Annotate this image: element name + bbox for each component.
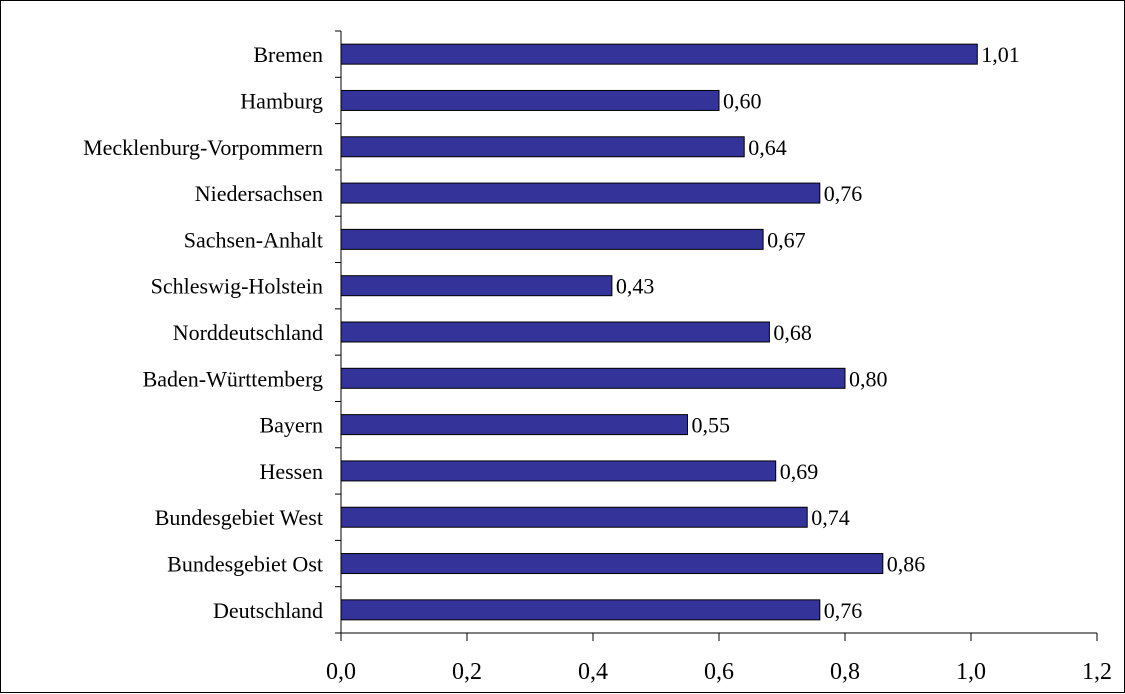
data-label: 0,76 bbox=[824, 181, 863, 206]
bar bbox=[340, 228, 764, 250]
x-tick-label: 0,4 bbox=[578, 659, 608, 685]
x-tick-label: 0,2 bbox=[452, 659, 482, 685]
labels-layer: 1,01 Bremen 0,60 Hamburg 0,64 Mecklenburg-Vor… bbox=[83, 42, 1020, 623]
data-label: 0,64 bbox=[748, 135, 787, 160]
category-label: Niedersachsen bbox=[195, 181, 323, 206]
data-label: 0,74 bbox=[811, 505, 850, 530]
bars-layer bbox=[340, 43, 978, 621]
category-label: Bundesgebiet West bbox=[155, 505, 323, 530]
bar bbox=[340, 321, 770, 343]
data-label: 0,43 bbox=[616, 274, 655, 299]
bar bbox=[340, 43, 978, 65]
x-tick-label: 1,2 bbox=[1082, 659, 1112, 685]
data-label: 0,69 bbox=[780, 459, 819, 484]
bar bbox=[340, 553, 884, 575]
bar bbox=[340, 275, 613, 297]
category-label: Norddeutschland bbox=[173, 320, 323, 345]
category-label: Hessen bbox=[259, 459, 323, 484]
bar bbox=[340, 599, 821, 621]
bar bbox=[340, 460, 777, 482]
bar bbox=[340, 506, 808, 528]
bar bbox=[340, 136, 745, 158]
x-tick-label: 1,0 bbox=[956, 659, 986, 685]
data-label: 0,67 bbox=[767, 227, 806, 252]
bar bbox=[340, 89, 720, 111]
data-label: 1,01 bbox=[981, 42, 1020, 67]
data-label: 0,68 bbox=[773, 320, 812, 345]
x-tick-label: 0,0 bbox=[326, 659, 356, 685]
category-label: Schleswig-Holstein bbox=[151, 274, 323, 299]
data-label: 0,60 bbox=[723, 88, 762, 113]
x-tick-label: 0,6 bbox=[704, 659, 734, 685]
x-tick-label: 0,8 bbox=[830, 659, 860, 685]
bar bbox=[340, 414, 688, 436]
data-label: 0,86 bbox=[887, 552, 926, 577]
data-label: 0,76 bbox=[824, 598, 863, 623]
data-label: 0,80 bbox=[849, 366, 888, 391]
axes-layer: 0,0 0,2 0,4 0,6 0,8 1,0 1,2 bbox=[326, 30, 1112, 685]
bar bbox=[340, 182, 821, 204]
bar bbox=[340, 367, 846, 389]
data-label: 0,55 bbox=[692, 413, 731, 438]
category-label: Deutschland bbox=[213, 598, 323, 623]
category-label: Hamburg bbox=[240, 88, 323, 113]
category-label: Bayern bbox=[259, 413, 323, 438]
category-label: Bundesgebiet Ost bbox=[167, 552, 323, 577]
category-label: Sachsen-Anhalt bbox=[184, 227, 323, 252]
category-label: Baden-Württemberg bbox=[143, 366, 323, 391]
category-label: Mecklenburg-Vorpommern bbox=[83, 135, 323, 160]
category-label: Bremen bbox=[253, 42, 323, 67]
